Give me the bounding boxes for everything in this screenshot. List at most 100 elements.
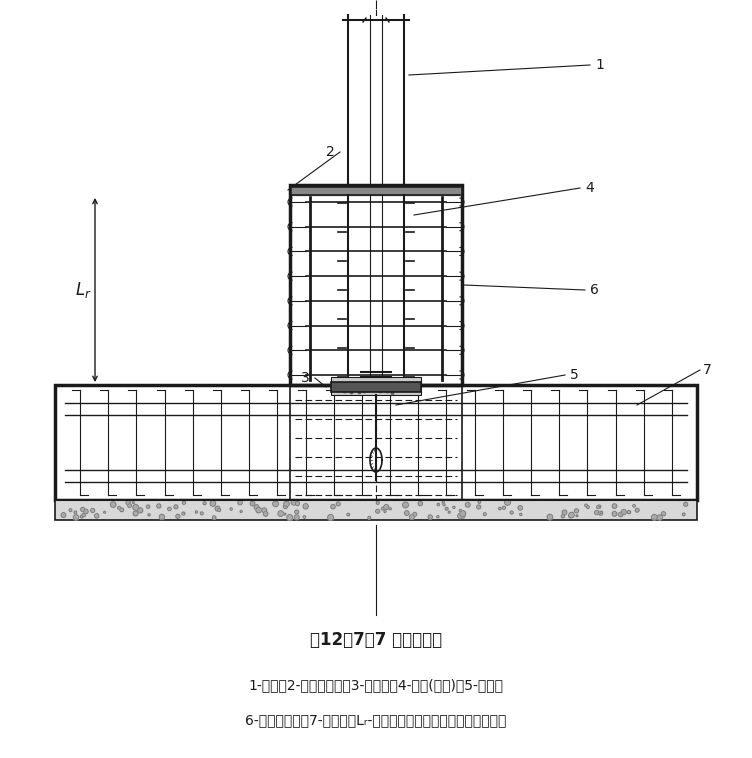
Point [381, 384, 393, 396]
Circle shape [569, 515, 572, 518]
Point [393, 378, 405, 390]
Circle shape [569, 512, 575, 518]
Circle shape [384, 505, 389, 510]
Circle shape [90, 509, 95, 512]
Circle shape [284, 501, 290, 506]
Circle shape [437, 515, 439, 518]
Circle shape [410, 515, 414, 519]
Circle shape [215, 506, 220, 511]
Point [405, 384, 417, 396]
Circle shape [576, 515, 578, 517]
Text: 图12．7．7 外包式柱脚: 图12．7．7 外包式柱脚 [310, 631, 442, 649]
Circle shape [238, 500, 242, 505]
Point [405, 381, 417, 393]
Circle shape [104, 511, 105, 513]
Circle shape [74, 515, 79, 520]
Point [396, 384, 408, 396]
Circle shape [458, 513, 463, 518]
Circle shape [303, 503, 308, 509]
Circle shape [612, 504, 617, 509]
Circle shape [82, 513, 85, 517]
Circle shape [657, 515, 663, 520]
Circle shape [520, 513, 522, 515]
Circle shape [405, 511, 409, 515]
Circle shape [499, 507, 501, 510]
Circle shape [562, 510, 567, 515]
Circle shape [448, 511, 450, 513]
Circle shape [159, 514, 165, 519]
Circle shape [460, 511, 465, 516]
Circle shape [336, 502, 340, 506]
Point [374, 379, 386, 391]
Circle shape [402, 502, 408, 508]
Circle shape [597, 505, 601, 509]
Point [365, 382, 378, 394]
Circle shape [303, 515, 306, 518]
Circle shape [442, 501, 444, 503]
Circle shape [428, 515, 432, 519]
Circle shape [284, 504, 287, 509]
Text: 6-外包混凝土；7-基础梁；Lᵣ-外包混凝土顶部箍筋至柱底板的距离: 6-外包混凝土；7-基础梁；Lᵣ-外包混凝土顶部箍筋至柱底板的距离 [245, 713, 507, 727]
Point [342, 379, 354, 391]
Circle shape [230, 508, 232, 510]
Point [374, 385, 386, 397]
Point [344, 385, 356, 397]
Circle shape [156, 504, 161, 508]
Circle shape [510, 511, 513, 514]
Circle shape [443, 503, 445, 506]
Point [386, 387, 398, 399]
Circle shape [635, 508, 639, 512]
Circle shape [174, 505, 178, 509]
Circle shape [80, 515, 83, 518]
Circle shape [287, 515, 293, 521]
Circle shape [217, 509, 221, 512]
Circle shape [381, 507, 384, 510]
Circle shape [120, 508, 124, 512]
Bar [55, 385, 697, 500]
Circle shape [256, 507, 262, 513]
Circle shape [328, 515, 334, 521]
Circle shape [595, 510, 599, 515]
Text: 7: 7 [703, 363, 711, 377]
Circle shape [291, 500, 297, 505]
Bar [55, 500, 697, 520]
Circle shape [210, 501, 216, 506]
Circle shape [212, 515, 216, 519]
Circle shape [176, 514, 180, 518]
Circle shape [585, 504, 587, 507]
Circle shape [505, 500, 511, 506]
Circle shape [254, 505, 259, 509]
Circle shape [147, 505, 150, 509]
Circle shape [376, 509, 380, 513]
Point [353, 386, 365, 398]
Circle shape [418, 501, 423, 506]
Circle shape [618, 512, 623, 517]
Circle shape [284, 513, 286, 515]
Circle shape [459, 509, 462, 512]
Circle shape [148, 514, 150, 516]
Point [344, 386, 356, 398]
Circle shape [376, 501, 379, 504]
Circle shape [368, 516, 371, 519]
Point [356, 380, 368, 392]
Text: 1: 1 [595, 58, 604, 72]
Text: 3: 3 [302, 371, 310, 385]
Circle shape [296, 501, 299, 506]
Circle shape [168, 507, 171, 511]
Circle shape [240, 510, 242, 512]
Point [380, 383, 392, 395]
Point [359, 384, 371, 396]
Circle shape [547, 514, 553, 520]
Text: 6: 6 [590, 283, 599, 297]
Circle shape [263, 512, 268, 516]
Circle shape [133, 511, 138, 516]
Circle shape [575, 509, 578, 513]
Circle shape [627, 510, 631, 514]
Point [357, 385, 369, 397]
Circle shape [477, 505, 481, 509]
Circle shape [651, 515, 657, 520]
Circle shape [133, 505, 138, 510]
Circle shape [203, 502, 206, 505]
Text: 2: 2 [326, 145, 335, 159]
Text: $L_r$: $L_r$ [74, 280, 91, 300]
